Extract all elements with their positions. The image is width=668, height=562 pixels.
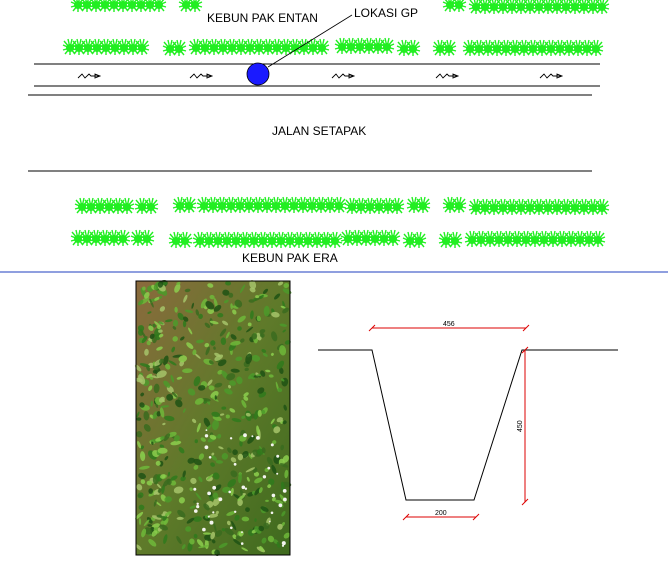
site-photo (134, 279, 292, 556)
depth-value: 450 (517, 420, 524, 432)
top-width-dimension: 456 (368, 321, 530, 332)
site-plan: KEBUN PAK ENTAN LOKASI GP JALAN SETAPAK … (28, 0, 610, 265)
bottom-width-value: 200 (435, 510, 447, 517)
vegetation-row-bottom-1 (74, 196, 610, 216)
flow-arrows (77, 73, 564, 79)
gp-callout: LOKASI GP (267, 6, 418, 68)
flow-arrow-icon (77, 73, 102, 79)
channel-profile (318, 349, 618, 501)
vegetation-row-bottom-2 (70, 229, 606, 249)
shrub-icon (187, 0, 203, 13)
flow-arrow-icon (539, 73, 564, 79)
shrub-icon (594, 0, 610, 15)
gp-marker (246, 62, 270, 86)
flow-arrow-icon (435, 73, 460, 79)
shrub-icon (151, 0, 167, 13)
gp-location-label: LOKASI GP (354, 6, 418, 20)
bottom-width-dimension: 200 (402, 510, 480, 521)
path-label: JALAN SETAPAK (272, 124, 366, 138)
top-garden-label: KEBUN PAK ENTAN (207, 11, 318, 25)
shrub-icon (451, 0, 467, 13)
depth-dimension: 450 (517, 346, 529, 506)
flow-arrow-icon (331, 73, 356, 79)
vegetation-row-top-2 (62, 37, 604, 57)
bottom-garden-label: KEBUN PAK ERA (242, 251, 338, 265)
top-width-value: 456 (443, 321, 455, 328)
flow-arrow-icon (189, 73, 214, 79)
channel-cross-section: 456 450 200 (318, 321, 618, 521)
vegetation-row-top-1 (70, 0, 610, 15)
